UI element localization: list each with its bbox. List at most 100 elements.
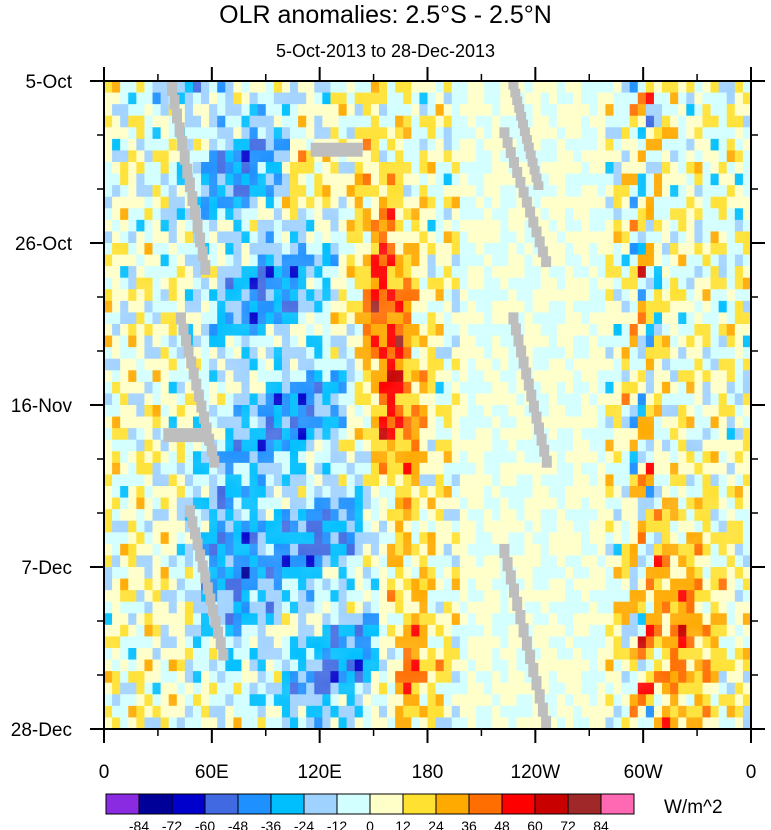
missing-cell (518, 623, 529, 638)
missing-cell (523, 378, 534, 391)
x-tick-label: 60E (195, 762, 229, 783)
colorbar-label: 72 (560, 818, 576, 830)
missing-cell (512, 167, 523, 178)
missing-cell (526, 389, 537, 402)
missing-cell (181, 334, 191, 347)
missing-cell (188, 367, 199, 380)
missing-cell (177, 136, 188, 151)
y-tick-label: 26-Oct (15, 234, 73, 255)
missing-cell (210, 615, 221, 628)
missing-cell (525, 206, 536, 218)
missing-cell (521, 636, 532, 651)
missing-cell (174, 122, 185, 138)
colorbar-box (138, 793, 173, 815)
missing-cell (537, 246, 548, 258)
missing-cell (516, 111, 527, 121)
colorbar-label: -84 (129, 818, 149, 830)
x-tick-label: 120E (297, 762, 341, 783)
missing-cell (525, 150, 536, 160)
colorbar-label: 60 (527, 818, 543, 830)
missing-cell (510, 323, 521, 336)
colorbar-units: W/m^2 (664, 797, 723, 818)
missing-cell (195, 232, 206, 248)
x-axis: 0 60E 120E 180 120W 60W 0 (99, 67, 756, 783)
missing-cell (514, 104, 525, 113)
missing-cell (523, 142, 534, 152)
missing-cell (518, 356, 529, 369)
missing-cell (206, 444, 217, 457)
missing-cell (509, 583, 519, 598)
missing-cell (204, 433, 215, 446)
missing-cell (192, 538, 203, 551)
y-tick-label: 5-Oct (26, 72, 73, 93)
missing-cell (197, 246, 208, 262)
missing-cell (531, 226, 542, 238)
colorbar-box (171, 793, 206, 815)
missing-cell (513, 334, 524, 347)
missing-cell (184, 177, 195, 193)
missing-cell (521, 367, 532, 380)
missing-cell (502, 557, 513, 572)
missing-cell (218, 648, 229, 661)
missing-cell (527, 158, 538, 167)
missing-block (163, 428, 209, 443)
missing-cell (178, 323, 189, 336)
missing-cell (515, 176, 526, 188)
colorbar-box (336, 793, 371, 815)
colorbar-box (501, 793, 536, 815)
missing-cell (192, 218, 203, 234)
missing-cell (516, 345, 527, 358)
colorbar-label: -24 (294, 818, 314, 830)
missing-cell (531, 676, 542, 691)
x-tick-label: 120W (511, 762, 561, 783)
missing-cell (505, 570, 516, 585)
y-tick-label: 7-Dec (21, 558, 72, 579)
missing-cell (508, 312, 519, 325)
missing-cell (531, 411, 542, 424)
missing-cell (166, 81, 177, 96)
x-tick-label: 180 (412, 762, 444, 783)
missing-cell (541, 715, 552, 729)
missing-cell (187, 191, 198, 206)
colorbar-label: -12 (327, 818, 347, 830)
missing-cell (521, 135, 532, 144)
missing-cell (499, 127, 510, 139)
missing-cell (528, 216, 539, 228)
missing-cell (508, 81, 519, 90)
missing-cell (528, 400, 539, 413)
colorbar-box (369, 793, 404, 815)
missing-cell (191, 378, 202, 391)
missing-cell (183, 345, 194, 358)
colorbar-label: 0 (366, 818, 374, 830)
missing-cell (505, 147, 516, 158)
colorbar: -84 -72 -60 -48 -36 -24 -12 0 12 24 36 48 60 72 84 (105, 793, 635, 830)
missing-cell (534, 422, 544, 435)
colorbar-label: 12 (395, 818, 411, 830)
anomaly-field (104, 81, 751, 729)
missing-cell (186, 356, 197, 369)
missing-cell (187, 516, 198, 529)
missing-cell (533, 181, 544, 190)
missing-cell (529, 165, 540, 175)
x-tick-label: 60W (624, 762, 663, 783)
colorbar-box (600, 793, 635, 815)
missing-cell (541, 455, 552, 468)
missing-cell (195, 549, 206, 562)
colorbar-label: -48 (228, 818, 248, 830)
missing-cell (528, 662, 539, 678)
missing-cell (531, 173, 542, 183)
missing-cell (193, 389, 204, 402)
missing-cell (499, 543, 510, 559)
colorbar-box (237, 793, 272, 815)
colorbar-label: 84 (593, 818, 609, 830)
y-tick-label: 16-Nov (11, 396, 73, 417)
colorbar-box (435, 793, 470, 815)
missing-cell (169, 94, 180, 110)
colorbar-label: 36 (461, 818, 477, 830)
missing-cell (518, 186, 529, 198)
missing-cell (515, 610, 526, 625)
missing-cell (197, 560, 208, 573)
missing-cell (179, 149, 190, 165)
missing-cell (205, 593, 216, 606)
